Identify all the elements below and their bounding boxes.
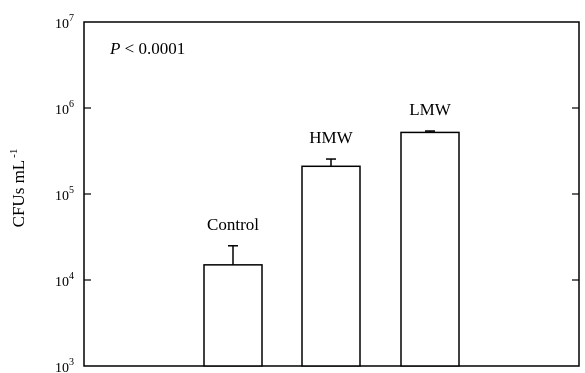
y-tick-label: 103 [55, 357, 74, 373]
bar-hmw [301, 165, 361, 367]
p-value-symbol: P [109, 39, 120, 58]
p-value-text: < 0.0001 [120, 39, 185, 58]
y-tick-label: 106 [55, 99, 74, 118]
bar-label-hmw: HMW [309, 128, 353, 147]
p-value-annotation: P < 0.0001 [109, 39, 185, 58]
bar-control [203, 264, 263, 367]
bar-label-control: Control [207, 215, 259, 234]
y-tick-label: 104 [55, 271, 74, 290]
y-axis-label: CFUs mL-1 [8, 149, 28, 228]
y-axis-label-superscript: -1 [8, 149, 20, 158]
bar-label-lmw: LMW [409, 100, 452, 119]
bar-lmw [400, 131, 460, 367]
y-tick-label: 107 [55, 13, 74, 32]
y-tick-label: 105 [55, 185, 74, 204]
